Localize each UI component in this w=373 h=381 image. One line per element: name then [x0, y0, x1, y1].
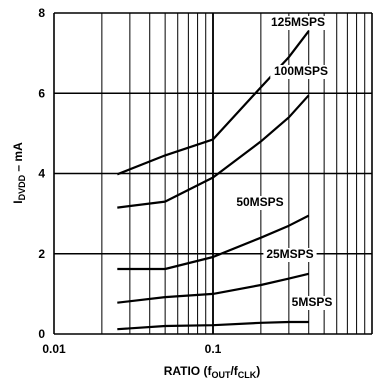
series-line — [117, 320, 309, 331]
y-tick-label: 8 — [38, 6, 45, 20]
series-line — [117, 214, 310, 271]
x-tick-label: 0.01 — [42, 342, 66, 356]
series-label: 125MSPS — [271, 15, 325, 29]
x-axis-title: RATIO (fOUT/fCLK) — [164, 364, 261, 380]
y-tick-label: 2 — [38, 247, 45, 261]
series-label: 25MSPS — [266, 247, 313, 261]
tick-labels: 0.01 0.1 0 2 4 6 8 — [38, 6, 221, 356]
y-tick-label: 4 — [38, 167, 45, 181]
series-line — [116, 30, 310, 176]
series-label-bg — [289, 296, 335, 310]
series-label-bg — [263, 248, 317, 262]
series-label-bg — [267, 16, 329, 30]
series-line — [117, 94, 310, 209]
series-line — [117, 272, 309, 304]
grid — [53, 12, 373, 335]
series-labels: 125MSPS 100MSPS 50MSPS 25MSPS 5MSPS — [233, 15, 335, 310]
series-label-bg — [270, 65, 332, 79]
y-axis-title: IDVDD – mA — [11, 142, 27, 204]
series-label: 100MSPS — [274, 64, 328, 78]
series-label: 50MSPS — [236, 195, 283, 209]
x-tick-label: 0.1 — [205, 342, 222, 356]
y-tick-label: 0 — [38, 327, 45, 341]
series-label-bg — [233, 196, 287, 210]
y-tick-label: 6 — [38, 86, 45, 100]
series-lines — [116, 30, 310, 331]
series-label: 5MSPS — [292, 295, 333, 309]
